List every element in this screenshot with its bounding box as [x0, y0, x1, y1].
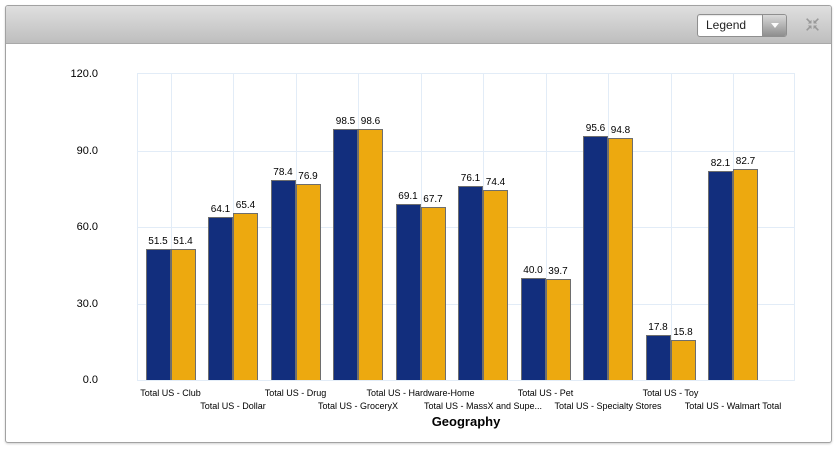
bar[interactable]: [145, 249, 171, 380]
v-gridline: [545, 74, 547, 380]
x-axis-tick-label: Total US - Walmart Total: [684, 401, 782, 411]
bar[interactable]: [670, 340, 696, 380]
collapse-arrows-icon: [806, 18, 819, 31]
x-axis-title: Geography: [431, 414, 501, 429]
chevron-down-icon: [770, 23, 779, 28]
bar-value-label: 95.6: [585, 123, 606, 134]
bar-value-label: 76.9: [298, 171, 318, 182]
y-axis-tick-label: 0.0: [82, 374, 98, 386]
bar-value-label: 74.4: [485, 177, 506, 188]
bar-value-label: 76.1: [460, 173, 481, 184]
bar[interactable]: [483, 190, 508, 380]
x-axis-tick-label: Total US - MassX and Supe...: [423, 401, 543, 411]
bar[interactable]: [420, 207, 446, 380]
x-axis-tick-label: Total US - Drug: [264, 388, 327, 398]
bar-value-label: 40.0: [523, 265, 543, 276]
x-axis-tick-label: Total US - Toy: [642, 388, 699, 398]
plot-area: Geography 0.0 30.0 60.0 90.0 120.0 51.5 51.4 To…: [70, 68, 795, 429]
legend-dropdown-button[interactable]: [762, 15, 786, 36]
v-gridline: [670, 74, 672, 380]
chart-widget: Legend Geography 0.0 30.0 60.0 90.0 120.0 51.…: [5, 5, 832, 443]
chart-body: Geography 0.0 30.0 60.0 90.0 120.0 51.5 51.4 To…: [6, 44, 831, 442]
x-axis-tick-label: Total US - Hardware-Home: [366, 388, 475, 398]
bar[interactable]: [545, 279, 571, 380]
x-axis-tick-label: Total US - Pet: [517, 388, 574, 398]
x-axis-tick-label: Total US - Specialty Stores: [554, 401, 662, 411]
bar[interactable]: [520, 278, 546, 380]
bar[interactable]: [358, 129, 383, 380]
bar[interactable]: [458, 186, 483, 380]
x-axis-tick-label: Total US - Club: [140, 388, 201, 398]
bar-value-label: 98.5: [335, 116, 356, 127]
bar[interactable]: [295, 184, 321, 380]
bar-value-label: 39.7: [548, 266, 568, 277]
legend-dropdown[interactable]: Legend: [697, 14, 787, 37]
bar-value-label: 51.4: [173, 236, 193, 247]
y-axis-tick-label: 30.0: [76, 297, 98, 310]
bar-value-label: 51.5: [148, 236, 168, 247]
bar[interactable]: [395, 204, 421, 380]
bar[interactable]: [583, 136, 608, 380]
bar[interactable]: [608, 138, 633, 380]
bar[interactable]: [708, 171, 733, 380]
widget-header: Legend: [6, 6, 831, 44]
bar-value-label: 67.7: [423, 194, 443, 205]
bar[interactable]: [733, 169, 758, 380]
bar[interactable]: [333, 129, 358, 380]
x-axis-tick-label: Total US - Dollar: [200, 401, 266, 411]
bar[interactable]: [208, 217, 233, 380]
bar[interactable]: [270, 180, 296, 380]
h-gridline: [138, 150, 794, 152]
bar-value-label: 64.1: [210, 204, 231, 215]
bar-value-label: 15.8: [673, 327, 693, 338]
bar-value-label: 82.1: [710, 158, 731, 169]
legend-dropdown-value: Legend: [706, 18, 747, 32]
y-axis-tick-label: 120.0: [70, 68, 98, 80]
x-axis-tick-label: Total US - GroceryX: [317, 401, 399, 411]
y-axis-tick-label: 60.0: [76, 221, 98, 233]
resize-icon[interactable]: [804, 16, 821, 33]
bar[interactable]: [233, 213, 258, 380]
bar-value-label: 69.1: [398, 191, 418, 202]
bar[interactable]: [170, 249, 196, 380]
v-gridline: [170, 74, 172, 380]
bar-value-label: 94.8: [610, 125, 631, 136]
y-axis-tick-label: 90.0: [76, 144, 98, 157]
bar-value-label: 17.8: [648, 322, 668, 333]
bar-value-label: 98.6: [360, 116, 381, 127]
bar-value-label: 78.4: [273, 167, 293, 178]
bar-value-label: 82.7: [735, 156, 756, 167]
bar-value-label: 65.4: [235, 200, 256, 211]
bar[interactable]: [645, 335, 671, 380]
